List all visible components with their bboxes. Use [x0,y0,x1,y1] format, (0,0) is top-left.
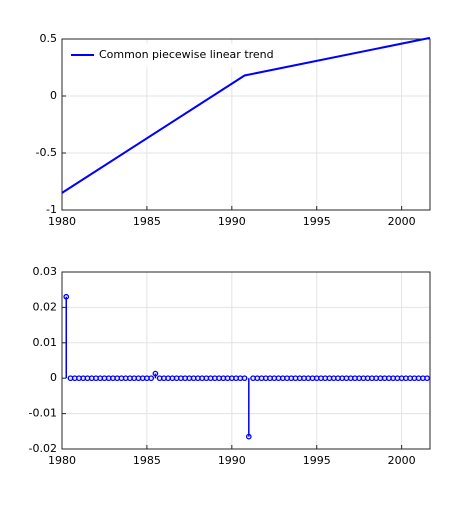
x-tick-label: 1985 [133,454,161,467]
x-tick-label: 1995 [303,215,331,228]
x-tick-label: 1995 [303,454,331,467]
legend-label: Common piecewise linear trend [99,48,274,61]
y-tick-label: 0.02 [33,300,58,313]
x-tick-label: 1980 [48,454,76,467]
stem-marker [424,375,430,382]
x-tick-label: 1990 [218,454,246,467]
stem-marker [241,375,248,382]
y-tick-label: 0 [50,371,57,384]
trend-line [61,36,431,194]
y-tick-label: -1 [46,203,57,216]
y-tick-label: 0.01 [33,336,58,349]
axes-background [62,272,430,449]
x-tick-label: 1985 [133,215,161,228]
stem-marker [148,375,155,382]
x-tick-label: 2000 [388,215,416,228]
y-tick-label: -0.5 [36,146,57,159]
y-tick-label: -0.01 [29,407,57,420]
y-tick-label: -0.02 [29,442,57,455]
y-tick-label: 0 [50,89,57,102]
x-tick-label: 1990 [218,215,246,228]
y-tick-label: 0.03 [33,265,58,278]
legend-box [66,43,248,68]
stem-marker [152,370,159,377]
axes-frame [61,271,431,450]
x-tick-label: 2000 [388,454,416,467]
x-tick-label: 1980 [48,215,76,228]
axes-frame [61,38,431,211]
stem-marker [245,433,252,440]
y-tick-label: 0.5 [40,32,58,45]
stem-marker [63,293,70,300]
